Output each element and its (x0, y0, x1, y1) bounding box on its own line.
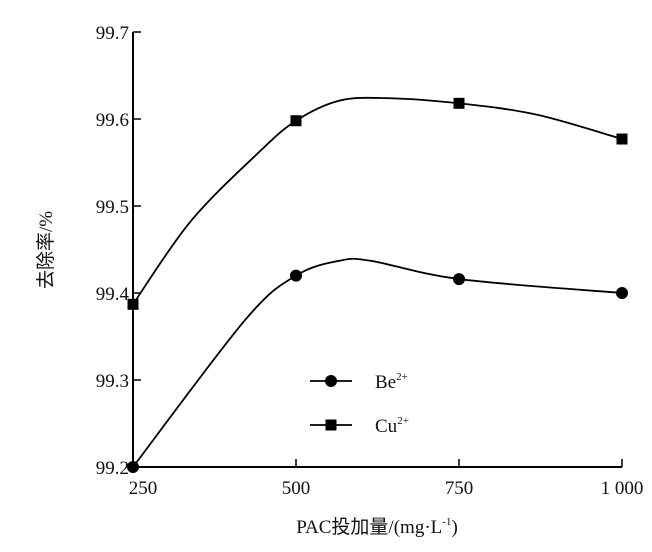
y-tick-label: 99.4 (96, 284, 130, 305)
y-tick-label: 99.3 (96, 371, 129, 392)
y-axis-label: 去除率/% (35, 211, 57, 289)
y-tick-label: 99.7 (96, 23, 129, 44)
data-point-cu (453, 97, 465, 109)
legend: Be2+ Cu2+ (310, 371, 409, 437)
legend-label: Be2+ (375, 371, 408, 393)
axes: 250 500 750 1 000 99.2 99.3 99.4 99.5 99.6 99.7 (96, 23, 644, 499)
x-tick-label: 1 000 (601, 478, 644, 499)
x-tick-label: 750 (445, 478, 474, 499)
y-tick-label: 99.6 (96, 110, 129, 131)
data-point-cu (127, 298, 139, 310)
legend-label: Cu2+ (375, 415, 409, 437)
series-layer (127, 96, 628, 473)
series-line-cu (132, 96, 623, 305)
x-tick-label: 250 (129, 478, 158, 499)
data-point-be (290, 269, 302, 282)
y-tick-label: 99.2 (96, 458, 129, 479)
legend-marker-square (325, 419, 337, 431)
y-tick-label: 99.5 (96, 197, 129, 218)
data-point-cu (616, 133, 628, 145)
data-point-be (616, 287, 628, 299)
x-axis-label: PAC投加量/(mg·L-1) (296, 516, 458, 538)
data-point-cu (290, 115, 302, 127)
series-line-be (132, 257, 623, 468)
data-point-be (127, 461, 139, 473)
data-point-be (453, 273, 465, 286)
legend-marker-circle (325, 375, 337, 387)
x-tick-label: 500 (282, 478, 311, 499)
